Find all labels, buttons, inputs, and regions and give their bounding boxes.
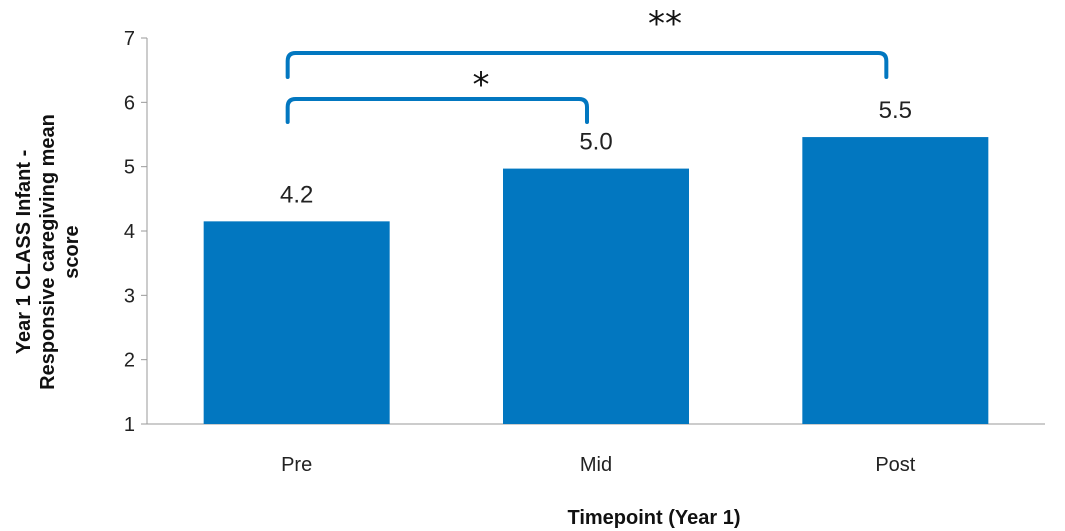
significance-label: ** [648,4,682,44]
bar-mid [503,168,689,424]
data-label-mid: 5.0 [579,129,612,156]
x-axis-title: Timepoint (Year 1) [567,507,740,529]
y-tick-label: 7 [124,28,135,50]
y-tick-label: 1 [124,414,135,436]
significance-label: * [473,65,490,105]
y-axis-title-line-2: Responsive caregiving mean [37,114,59,390]
y-axis-title-line-1: Year 1 CLASS Infant - [13,150,35,355]
significance-bracket [285,51,889,79]
data-label-pre: 4.2 [280,181,313,208]
bar-pre [203,221,390,424]
y-tick-label: 5 [124,157,135,179]
y-tick-label: 6 [124,92,135,114]
y-tick-label: 2 [124,350,135,372]
y-tick-label: 3 [124,285,135,307]
x-tick-label-post: Post [875,454,915,476]
significance-bracket [285,97,589,124]
data-label-post: 5.5 [879,97,912,124]
y-tick-label: 4 [124,221,135,243]
x-tick-label-mid: Mid [580,454,612,476]
y-axis-title: Year 1 CLASS Infant - Responsive caregiv… [13,114,83,390]
bar-post [802,137,989,424]
y-axis-title-line-3: score [61,225,83,278]
x-tick-label-pre: Pre [281,454,312,476]
